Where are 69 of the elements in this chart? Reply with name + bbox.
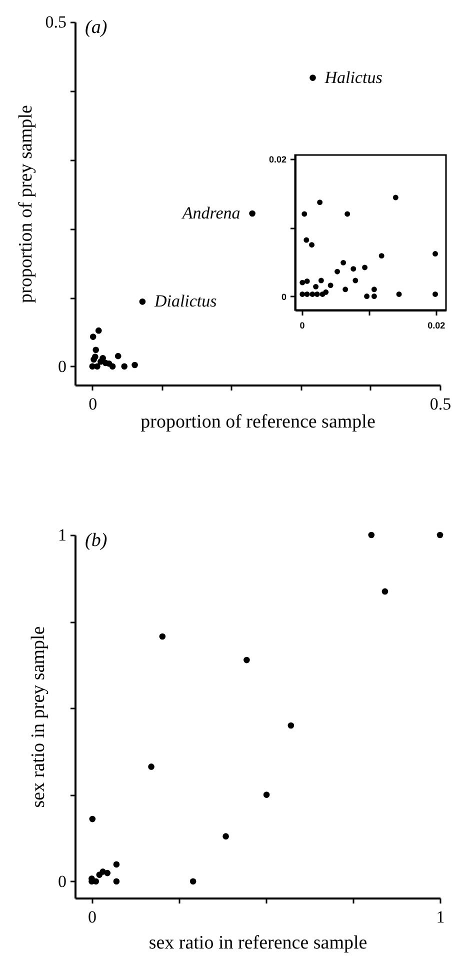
point [288,722,294,729]
point [300,291,306,297]
point [392,194,398,200]
point [314,291,320,297]
point [396,291,402,297]
point [132,362,138,368]
x-axis-title: proportion of reference sample [140,412,376,432]
point [340,260,346,266]
point [263,792,270,798]
point [302,211,308,217]
point [114,352,122,360]
point [148,764,154,770]
point [92,346,100,354]
point [100,354,106,362]
y-tick-label: 0.5 [45,12,66,32]
point [89,363,96,370]
point [113,861,120,868]
point [371,294,377,300]
point [244,656,250,664]
point [436,532,444,538]
point [310,291,316,297]
point [139,298,146,305]
point [432,251,438,256]
point [309,242,315,248]
point [113,878,120,885]
point [350,266,356,272]
point [382,588,388,595]
point [317,200,323,206]
point [304,278,310,284]
point [364,294,370,300]
y-axis-title: sex ratio in prey sample [28,626,49,808]
annotation: Andrena [181,203,240,222]
point [432,291,438,297]
y-axis-title: proportion of prey sample [15,105,36,303]
point [318,278,324,284]
point [106,360,112,367]
point [310,74,316,81]
point [342,286,348,292]
point [328,282,334,288]
point [89,816,96,822]
point [95,327,102,334]
point [104,870,111,876]
point [313,284,319,290]
point [222,833,229,840]
point [159,633,166,640]
point [378,253,384,259]
point [190,878,196,885]
chart-title: (a) [85,17,108,38]
point [362,264,368,270]
chart-title: (b) [85,530,108,551]
point [300,280,306,286]
point [334,268,340,274]
point [320,291,326,297]
annotation: Halictus [324,68,383,87]
point [304,237,310,243]
annotation: Dialictus [153,292,218,311]
point [90,334,96,340]
point [352,278,358,284]
point [344,211,350,217]
point [304,291,310,297]
point [249,210,256,217]
point [371,286,377,292]
point [121,363,128,370]
y-tick-label: 0 [58,872,66,891]
y-tick-label: 1 [58,526,66,544]
point [368,532,375,538]
x-axis-title: sex ratio in reference sample [148,932,368,954]
point [92,354,98,360]
y-tick-label: 0 [58,356,66,376]
